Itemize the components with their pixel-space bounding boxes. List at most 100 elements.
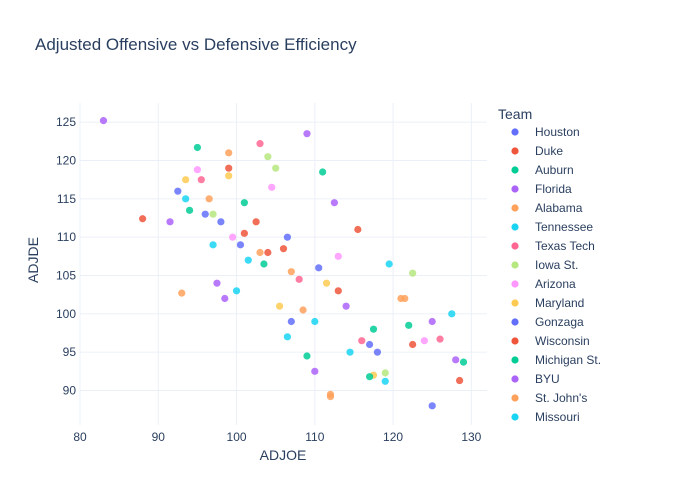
data-point [213, 279, 221, 287]
series-points [225, 164, 417, 349]
data-point [459, 358, 468, 366]
legend-item[interactable]: Houston [511, 125, 580, 139]
data-point [436, 335, 444, 343]
legend-marker [511, 394, 519, 402]
data-point [260, 260, 268, 268]
series-points [166, 218, 436, 375]
legend-marker [511, 375, 519, 383]
legend-item[interactable]: Arizona [511, 277, 576, 291]
legend-marker [511, 413, 519, 421]
legend-item[interactable]: Missouri [511, 410, 580, 424]
x-tick-label: 90 [152, 430, 166, 444]
data-point [225, 172, 233, 180]
data-point [334, 287, 342, 295]
legend-marker [511, 280, 519, 288]
legend-marker [511, 242, 519, 250]
legend-item[interactable]: Iowa St. [511, 258, 578, 272]
series-points [193, 166, 428, 345]
data-point [166, 218, 174, 226]
data-point [311, 317, 319, 326]
data-point [358, 337, 366, 345]
data-point [252, 218, 260, 226]
legend-label: Maryland [535, 296, 584, 310]
x-tick-label: 80 [73, 430, 87, 444]
series-points [197, 140, 444, 345]
data-point [221, 294, 229, 303]
series-points [182, 172, 378, 379]
legend-item[interactable]: Auburn [511, 163, 574, 177]
data-point [256, 248, 264, 257]
legend-label: Missouri [535, 410, 580, 424]
data-point [428, 402, 436, 410]
legend-label: Wisconsin [535, 334, 590, 348]
data-point [99, 117, 108, 125]
data-point [264, 153, 272, 161]
data-point [381, 369, 389, 377]
data-point [330, 199, 338, 207]
legend-label: Florida [535, 182, 572, 196]
data-point [283, 233, 292, 241]
data-point [365, 373, 374, 381]
legend-item[interactable]: St. John's [511, 391, 587, 405]
data-point [182, 176, 190, 184]
data-point [369, 325, 378, 333]
legend-item[interactable]: Duke [511, 144, 563, 158]
data-point [342, 302, 350, 310]
data-point [428, 317, 436, 326]
legend-item[interactable]: Gonzaga [511, 315, 584, 329]
data-point [178, 289, 186, 297]
legend-label: Auburn [535, 163, 574, 177]
series-points [209, 153, 417, 377]
data-point [409, 269, 417, 277]
data-point [385, 260, 393, 268]
legend: Team Houston Duke Auburn Florida Alabama Tenn… [498, 106, 601, 424]
legend-marker [511, 261, 519, 269]
data-point [209, 210, 217, 218]
legend-label: Houston [535, 125, 580, 139]
legend-title: Team [498, 106, 532, 122]
legend-item[interactable]: Michigan St. [511, 353, 601, 367]
data-point [299, 306, 307, 314]
data-point [256, 140, 264, 148]
data-point [405, 321, 413, 329]
data-point [193, 166, 202, 174]
gridlines [79, 103, 487, 425]
legend-marker [511, 356, 519, 364]
legend-item[interactable]: BYU [511, 372, 560, 386]
data-point [205, 195, 213, 203]
y-tick-label: 110 [57, 230, 76, 244]
series-points [193, 143, 468, 366]
data-point [236, 241, 245, 249]
legend-item[interactable]: Alabama [511, 201, 583, 215]
legend-label: Iowa St. [535, 258, 578, 272]
legend-item[interactable]: Maryland [511, 296, 584, 310]
data-point [229, 233, 237, 241]
data-point [272, 164, 280, 172]
legend-label: Texas Tech [535, 239, 595, 253]
y-tick-label: 90 [63, 384, 77, 398]
legend-item[interactable]: Texas Tech [511, 239, 595, 253]
chart-title: Adjusted Offensive vs Defensive Efficien… [35, 35, 357, 54]
legend-label: Gonzaga [535, 315, 584, 329]
data-point [315, 264, 323, 272]
legend-marker [511, 223, 519, 231]
data-point [232, 287, 241, 295]
legend-item[interactable]: Tennessee [511, 220, 593, 234]
legend-item[interactable]: Wisconsin [511, 334, 590, 348]
data-point [373, 348, 382, 356]
legend-marker [511, 299, 519, 307]
data-point [264, 248, 272, 257]
data-point [240, 229, 248, 237]
y-axis-title: ADJDE [25, 237, 41, 283]
tick-labels: 80 90 100 110 120 130 90 95 100 105 110 115 120 125 [56, 115, 482, 444]
data-point [452, 356, 460, 364]
legend-item[interactable]: Florida [511, 182, 572, 196]
legend-marker [511, 147, 519, 155]
series-points [99, 117, 460, 364]
data-point [420, 337, 428, 345]
y-tick-label: 125 [56, 115, 76, 129]
data-point [209, 241, 217, 249]
series-points [185, 199, 413, 381]
data-point [225, 149, 233, 157]
